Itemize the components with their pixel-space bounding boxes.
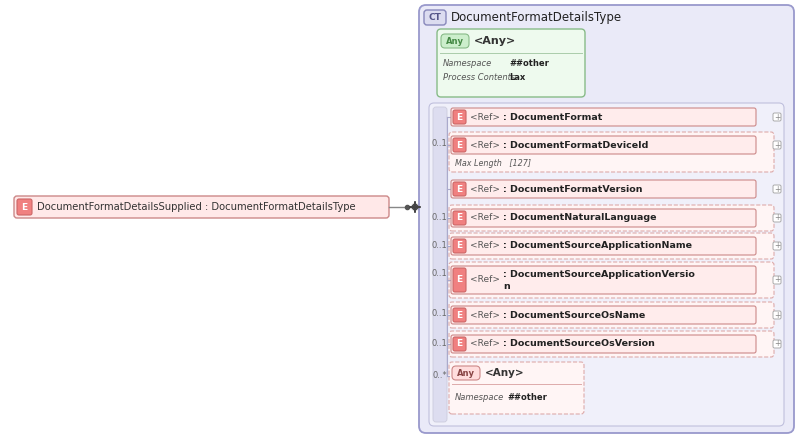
Text: ##other: ##other xyxy=(509,59,549,69)
Text: CT: CT xyxy=(428,13,441,22)
FancyBboxPatch shape xyxy=(449,302,774,328)
Text: : DocumentFormat: : DocumentFormat xyxy=(503,112,602,121)
Text: <Ref>: <Ref> xyxy=(470,275,500,284)
FancyBboxPatch shape xyxy=(449,262,774,298)
Text: Namespace: Namespace xyxy=(455,393,504,402)
Text: <Ref>: <Ref> xyxy=(470,141,500,149)
FancyBboxPatch shape xyxy=(449,132,774,172)
Text: E: E xyxy=(456,340,463,348)
Text: : DocumentNaturalLanguage: : DocumentNaturalLanguage xyxy=(503,214,657,222)
FancyBboxPatch shape xyxy=(773,141,781,149)
Text: <Ref>: <Ref> xyxy=(470,184,500,194)
Text: E: E xyxy=(456,242,463,250)
Text: Any: Any xyxy=(446,37,464,45)
FancyBboxPatch shape xyxy=(773,214,781,222)
FancyBboxPatch shape xyxy=(451,335,756,353)
FancyBboxPatch shape xyxy=(453,337,466,351)
Text: Any: Any xyxy=(457,368,475,378)
Text: +: + xyxy=(773,112,780,121)
FancyBboxPatch shape xyxy=(449,331,774,357)
FancyBboxPatch shape xyxy=(424,10,446,25)
Text: : DocumentFormatVersion: : DocumentFormatVersion xyxy=(503,184,642,194)
Text: : DocumentSourceOsName: : DocumentSourceOsName xyxy=(503,311,646,319)
FancyBboxPatch shape xyxy=(429,103,784,426)
FancyBboxPatch shape xyxy=(453,138,466,152)
Text: E: E xyxy=(456,112,463,121)
Text: +: + xyxy=(773,214,780,222)
Text: E: E xyxy=(456,141,463,149)
FancyBboxPatch shape xyxy=(449,362,584,414)
FancyBboxPatch shape xyxy=(449,233,774,259)
Text: Lax: Lax xyxy=(509,73,525,83)
FancyBboxPatch shape xyxy=(451,237,756,255)
FancyBboxPatch shape xyxy=(452,366,480,380)
FancyBboxPatch shape xyxy=(451,136,756,154)
FancyBboxPatch shape xyxy=(453,211,466,225)
Text: DocumentFormatDetailsSupplied : DocumentFormatDetailsType: DocumentFormatDetailsSupplied : Document… xyxy=(37,202,356,212)
Text: E: E xyxy=(22,202,27,212)
Text: : DocumentSourceApplicationName: : DocumentSourceApplicationName xyxy=(503,242,692,250)
Text: E: E xyxy=(456,275,463,284)
Text: 0..1: 0..1 xyxy=(431,270,447,278)
Text: <Ref>: <Ref> xyxy=(470,112,500,121)
FancyBboxPatch shape xyxy=(773,311,781,319)
Text: <Any>: <Any> xyxy=(485,368,525,378)
Text: 0..1: 0..1 xyxy=(431,240,447,250)
FancyBboxPatch shape xyxy=(453,110,466,124)
FancyBboxPatch shape xyxy=(437,29,585,97)
Text: <Ref>: <Ref> xyxy=(470,214,500,222)
FancyBboxPatch shape xyxy=(419,5,794,433)
Text: Process Contents: Process Contents xyxy=(443,73,515,83)
Text: DocumentFormatDetailsType: DocumentFormatDetailsType xyxy=(451,11,622,24)
Text: <Ref>: <Ref> xyxy=(470,242,500,250)
FancyBboxPatch shape xyxy=(453,182,466,196)
Text: 0..1: 0..1 xyxy=(431,309,447,319)
Text: +: + xyxy=(773,340,780,348)
Text: +: + xyxy=(773,275,780,284)
FancyBboxPatch shape xyxy=(773,242,781,250)
Text: 0..1: 0..1 xyxy=(431,339,447,347)
FancyBboxPatch shape xyxy=(773,340,781,348)
FancyBboxPatch shape xyxy=(451,306,756,324)
FancyBboxPatch shape xyxy=(453,268,466,292)
Text: 0..1: 0..1 xyxy=(431,139,447,149)
FancyBboxPatch shape xyxy=(453,308,466,322)
Text: <Any>: <Any> xyxy=(474,36,516,46)
FancyBboxPatch shape xyxy=(451,108,756,126)
Text: +: + xyxy=(773,141,780,149)
Text: +: + xyxy=(773,184,780,194)
FancyBboxPatch shape xyxy=(14,196,389,218)
FancyBboxPatch shape xyxy=(773,113,781,121)
Text: Namespace: Namespace xyxy=(443,59,492,69)
FancyBboxPatch shape xyxy=(441,34,469,48)
Text: n: n xyxy=(503,282,510,291)
Text: <Ref>: <Ref> xyxy=(470,311,500,319)
Text: : DocumentSourceApplicationVersio: : DocumentSourceApplicationVersio xyxy=(503,271,695,279)
Text: +: + xyxy=(773,311,780,319)
Text: ##other: ##other xyxy=(507,393,547,402)
FancyBboxPatch shape xyxy=(451,266,756,294)
FancyBboxPatch shape xyxy=(449,205,774,231)
Text: Max Length   [127]: Max Length [127] xyxy=(455,160,531,169)
Text: : DocumentSourceOsVersion: : DocumentSourceOsVersion xyxy=(503,340,655,348)
Text: +: + xyxy=(773,242,780,250)
Text: E: E xyxy=(456,214,463,222)
FancyBboxPatch shape xyxy=(773,185,781,193)
FancyBboxPatch shape xyxy=(453,239,466,253)
FancyBboxPatch shape xyxy=(451,209,756,227)
FancyBboxPatch shape xyxy=(17,199,32,215)
Text: E: E xyxy=(456,184,463,194)
Text: : DocumentFormatDeviceId: : DocumentFormatDeviceId xyxy=(503,141,648,149)
Text: 0..*: 0..* xyxy=(432,371,447,381)
Text: E: E xyxy=(456,311,463,319)
Text: <Ref>: <Ref> xyxy=(470,340,500,348)
FancyBboxPatch shape xyxy=(451,180,756,198)
FancyBboxPatch shape xyxy=(433,107,447,422)
FancyBboxPatch shape xyxy=(773,276,781,284)
Text: 0..1: 0..1 xyxy=(431,212,447,222)
